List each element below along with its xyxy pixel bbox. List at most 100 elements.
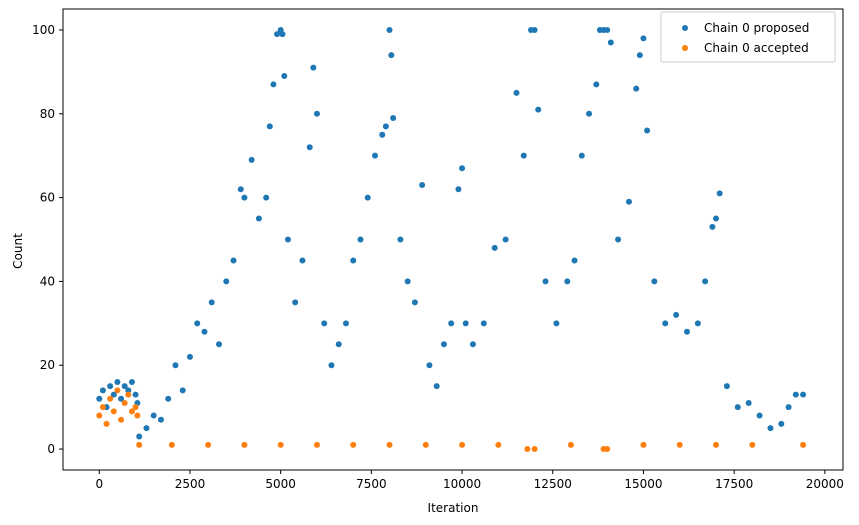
proposed-point [785,404,792,411]
proposed-point [448,320,455,327]
proposed-point [216,341,222,348]
proposed-point [328,362,335,369]
accepted-point [136,441,143,448]
proposed-point [607,39,614,46]
proposed-point [604,26,611,33]
x-tick-label: 0 [95,477,103,491]
proposed-point [640,35,647,42]
proposed-point [208,299,215,306]
proposed-point [335,341,342,348]
proposed-point [121,383,128,390]
y-tick-label: 20 [40,358,55,372]
accepted-point [524,446,531,453]
legend-marker-proposed [682,25,688,31]
proposed-point [636,52,643,59]
proposed-point [593,81,600,88]
proposed-point [564,278,571,285]
x-tick-label: 12500 [534,477,572,491]
proposed-point [673,311,680,318]
proposed-point [313,110,320,117]
proposed-point [266,123,273,130]
proposed-point [299,257,306,264]
proposed-point [118,395,125,402]
proposed-point [241,194,248,201]
accepted-series [96,387,807,453]
y-axis-label: Count [11,233,25,269]
proposed-point [462,320,469,327]
proposed-point [535,106,542,113]
accepted-point [604,446,611,453]
accepted-point [128,408,135,415]
accepted-point [640,441,647,448]
proposed-point [107,383,114,390]
proposed-point [132,391,139,398]
proposed-point [230,257,237,264]
proposed-point [684,328,690,335]
proposed-point [480,320,487,327]
proposed-point [615,236,622,243]
proposed-point [578,152,585,159]
accepted-point [110,408,117,415]
proposed-point [531,26,538,33]
proposed-point [321,320,328,327]
accepted-point [241,441,248,448]
x-tick-label: 5000 [265,477,296,491]
proposed-point [157,416,164,423]
proposed-point [143,425,150,432]
proposed-point [342,320,349,327]
accepted-point [459,441,466,448]
proposed-point [709,223,716,230]
proposed-point [662,320,669,327]
proposed-point [248,156,255,163]
proposed-point [223,278,230,285]
y-tick-label: 40 [40,274,55,288]
accepted-point [96,412,103,419]
proposed-point [716,190,723,197]
proposed-point [633,85,640,92]
accepted-point [676,441,683,448]
proposed-point [419,182,426,189]
accepted-point [350,441,357,448]
plot-frame [62,8,844,471]
proposed-point [520,152,527,159]
accepted-point [103,420,110,427]
proposed-point [165,395,172,402]
x-tick-label: 10000 [443,477,481,491]
proposed-point [625,198,632,205]
accepted-point [118,416,125,423]
proposed-point [186,353,193,360]
proposed-point [150,412,157,419]
y-tick-label: 0 [47,442,55,456]
accepted-point [422,441,429,448]
proposed-point [364,194,371,201]
proposed-point [136,433,143,440]
proposed-point [455,186,462,193]
proposed-point [433,383,440,390]
proposed-point [713,215,720,222]
proposed-point [292,299,299,306]
accepted-point [277,441,284,448]
accepted-point [132,404,139,411]
proposed-point [306,144,313,151]
proposed-point [792,391,799,398]
x-tick-label: 2500 [175,477,206,491]
proposed-point [350,257,357,264]
proposed-point [651,278,658,285]
proposed-point [694,320,701,327]
legend-box [660,11,836,63]
proposed-point [382,123,389,130]
proposed-point [571,257,578,264]
proposed-point [702,278,709,285]
proposed-point [469,341,476,348]
accepted-point [495,441,502,448]
y-tick-label: 60 [40,191,55,205]
proposed-point [281,73,288,80]
legend-marker-accepted [682,45,688,51]
proposed-point [284,236,291,243]
proposed-point [179,387,186,394]
x-tick-label: 17500 [715,477,753,491]
proposed-point [491,244,498,251]
proposed-point [114,378,121,385]
proposed-point [128,378,135,385]
